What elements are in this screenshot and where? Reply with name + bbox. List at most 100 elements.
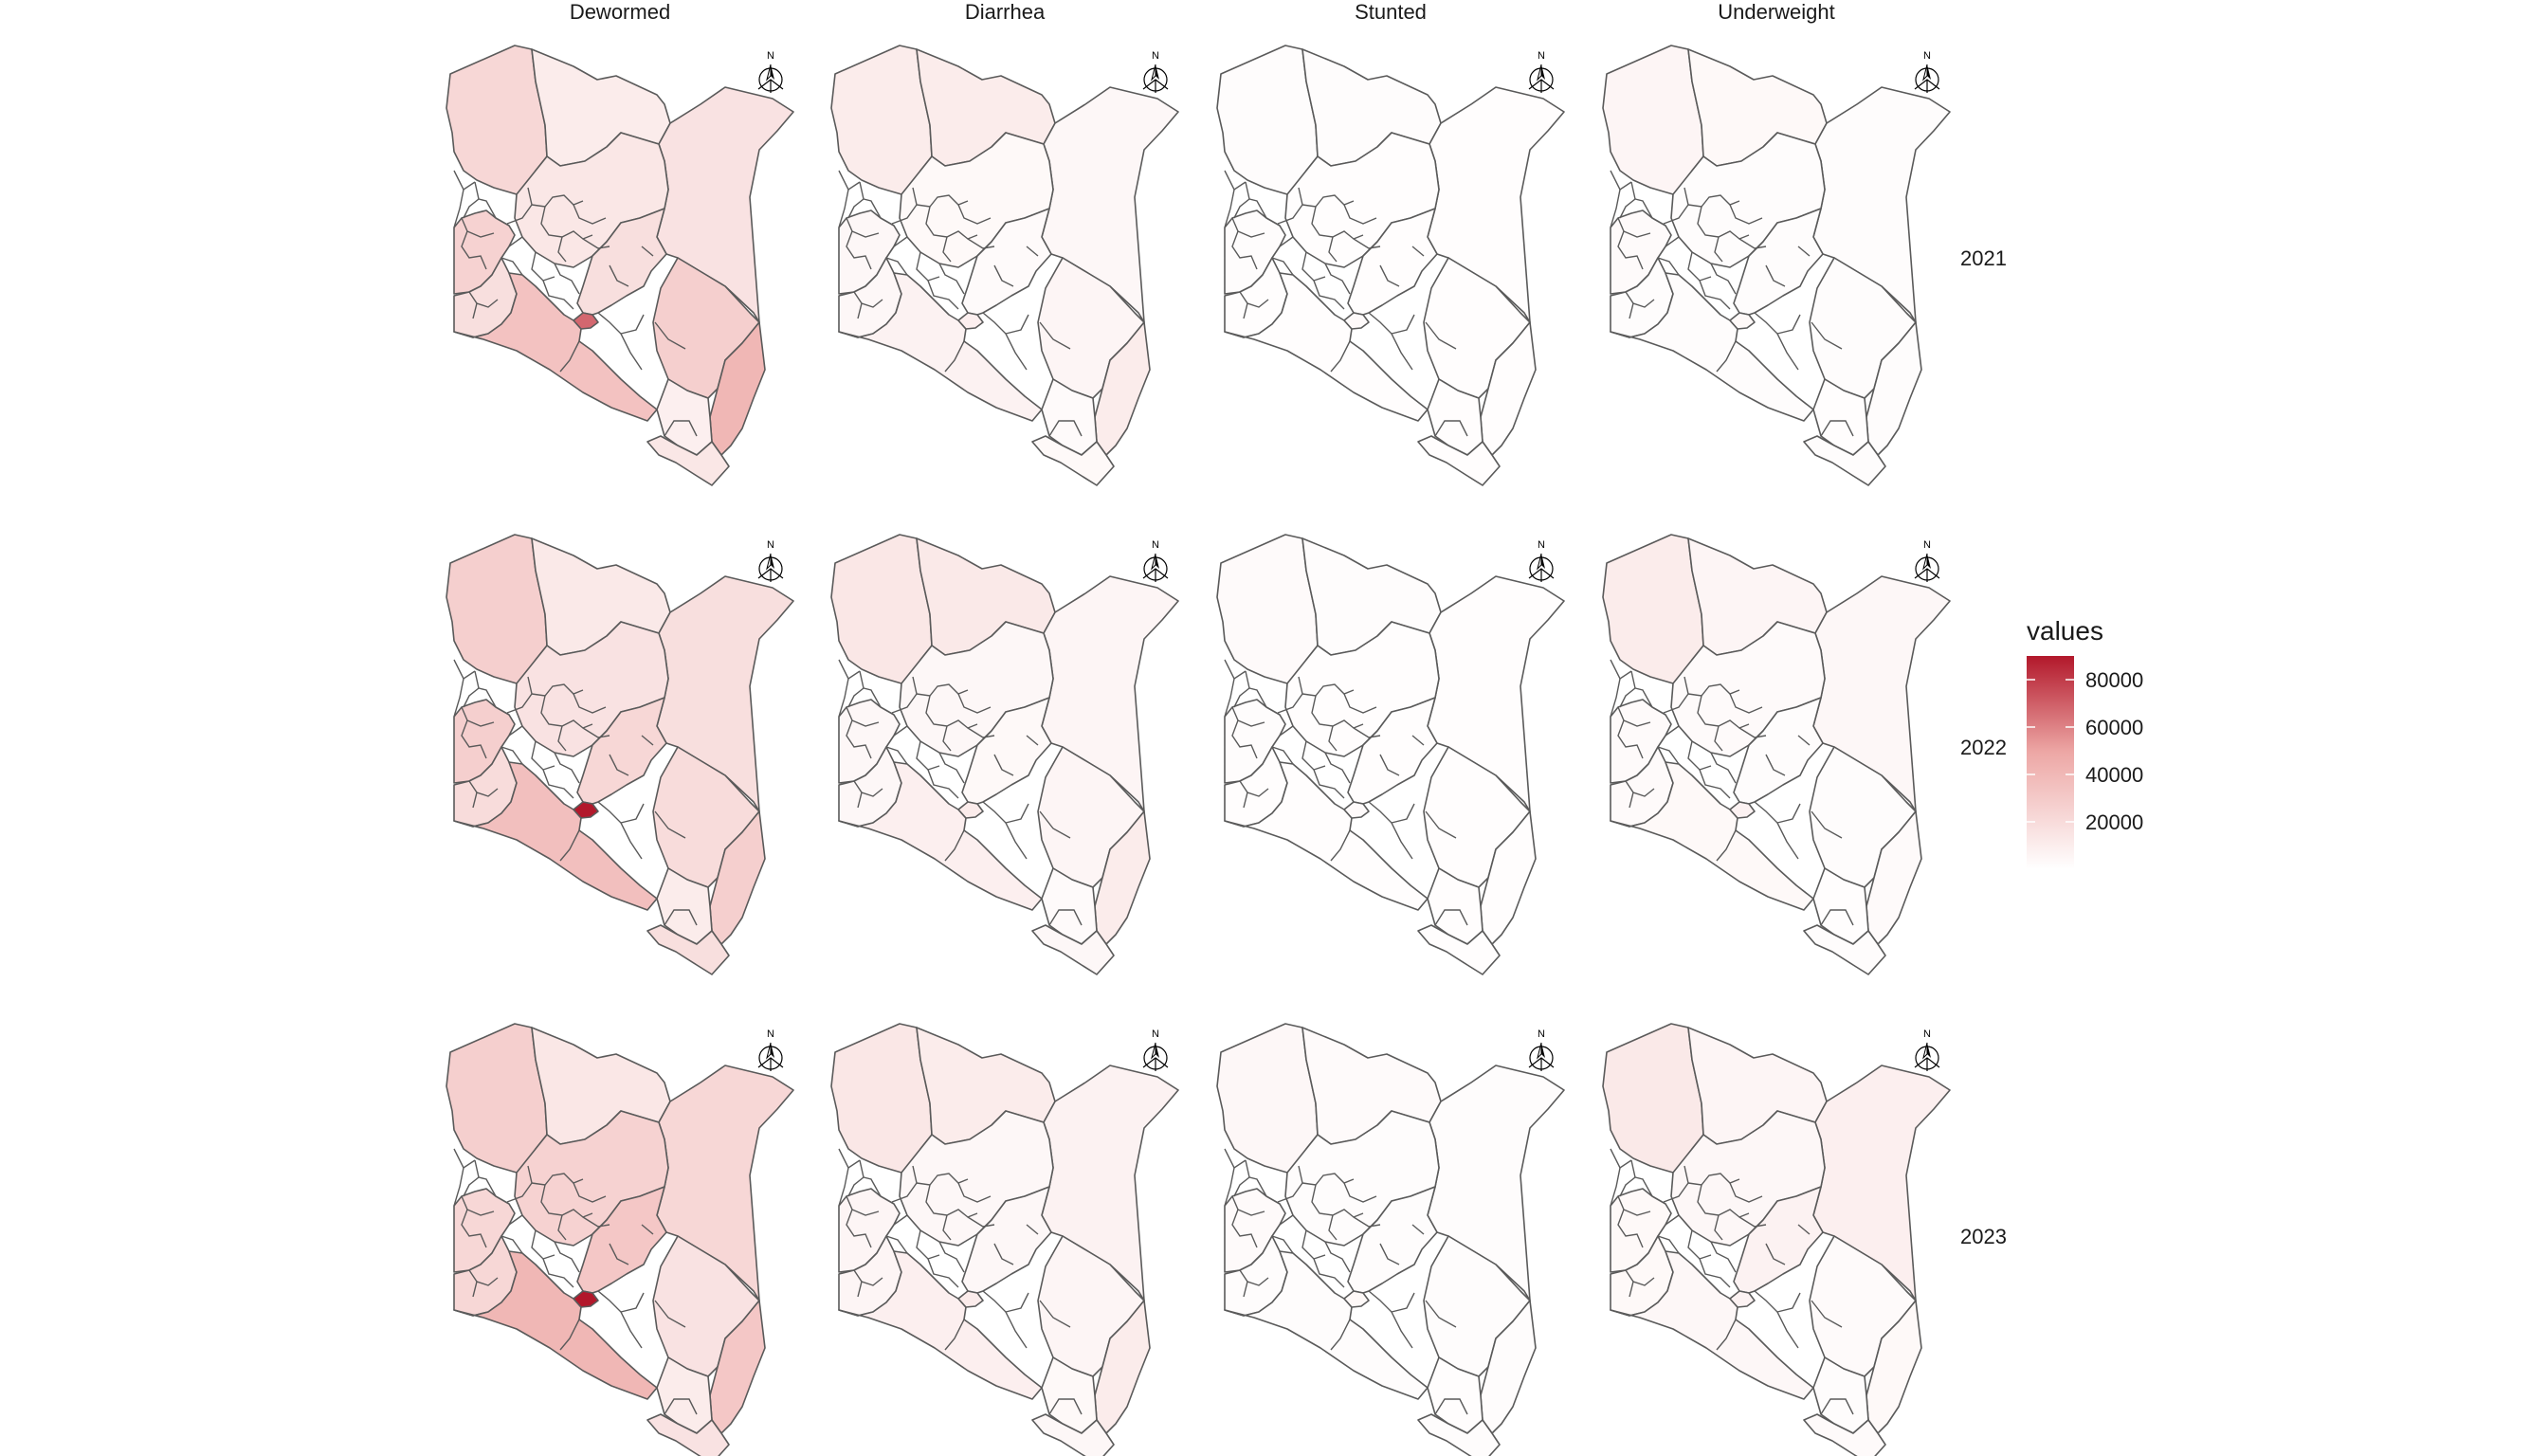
county-region-small bbox=[1417, 435, 1501, 486]
county-region-small bbox=[1803, 1413, 1886, 1456]
county-border bbox=[885, 1235, 908, 1254]
county-border bbox=[1330, 340, 1351, 373]
county-border bbox=[1699, 769, 1731, 799]
county-border bbox=[846, 217, 880, 238]
county-border bbox=[554, 752, 580, 784]
county-border bbox=[461, 217, 495, 238]
county-region-nw bbox=[830, 534, 933, 684]
county-border bbox=[641, 246, 654, 257]
map-panel-diarrhea-2022: N bbox=[830, 534, 1179, 975]
county-border bbox=[927, 1258, 959, 1288]
county-region-mid bbox=[576, 1186, 667, 1294]
county-border bbox=[1224, 189, 1235, 228]
county-region-cst bbox=[1480, 1300, 1537, 1434]
county-border bbox=[1714, 725, 1723, 752]
county-border bbox=[557, 236, 567, 263]
county-border bbox=[1313, 280, 1345, 310]
county-region-small bbox=[1803, 435, 1886, 486]
county-border bbox=[474, 670, 480, 689]
county-border bbox=[859, 670, 864, 689]
county-border bbox=[944, 829, 965, 862]
county-region-nai bbox=[1343, 1290, 1370, 1308]
county-border bbox=[453, 678, 464, 718]
county-region-mid bbox=[1347, 1186, 1438, 1294]
county-border bbox=[582, 1216, 610, 1228]
county-border bbox=[891, 1165, 918, 1203]
county-border bbox=[1301, 740, 1326, 771]
county-border bbox=[1716, 829, 1737, 862]
county-border bbox=[1765, 264, 1786, 287]
county-border bbox=[1797, 246, 1811, 257]
county-region-cst bbox=[709, 810, 766, 945]
county-border bbox=[1434, 1398, 1468, 1415]
county-border bbox=[1716, 340, 1737, 373]
county-border bbox=[1279, 236, 1294, 247]
county-border bbox=[893, 725, 908, 737]
county-border bbox=[559, 1319, 580, 1351]
county-border bbox=[1811, 810, 1843, 839]
north-label: N bbox=[1538, 1028, 1545, 1040]
legend-ticks: 80000 60000 40000 20000 bbox=[2027, 668, 2143, 834]
county-border bbox=[916, 194, 969, 208]
county-border bbox=[1434, 909, 1468, 926]
county-border bbox=[1687, 251, 1712, 282]
county-border bbox=[1324, 752, 1351, 784]
county-border bbox=[1811, 1300, 1843, 1328]
county-region-small bbox=[1417, 924, 1501, 975]
county-border bbox=[1353, 727, 1381, 738]
county-border bbox=[1776, 803, 1801, 824]
county-border bbox=[559, 340, 580, 373]
county-border bbox=[1245, 1159, 1250, 1178]
map-panel-underweight-2021: N bbox=[1602, 45, 1951, 486]
county-border bbox=[1411, 735, 1425, 746]
map-panel-diarrhea-2023: N bbox=[830, 1023, 1179, 1456]
county-border bbox=[967, 727, 995, 738]
map-panel-dewormed-2021: N bbox=[446, 45, 794, 486]
north-arrow-icon: N bbox=[1528, 539, 1555, 582]
county-border bbox=[1629, 792, 1634, 809]
north-label: N bbox=[1538, 50, 1545, 62]
county-border bbox=[1630, 1159, 1636, 1178]
county-border bbox=[1279, 1214, 1294, 1226]
county-border bbox=[957, 1182, 992, 1203]
county-border bbox=[938, 752, 965, 784]
county-border bbox=[1617, 1195, 1651, 1216]
county-border bbox=[1379, 754, 1400, 776]
north-arrow-icon: N bbox=[1142, 50, 1169, 93]
county-region-sth bbox=[1041, 1356, 1098, 1434]
county-border bbox=[1328, 725, 1338, 752]
county-border bbox=[853, 1269, 883, 1286]
county-border bbox=[1279, 725, 1294, 737]
county-border bbox=[1231, 230, 1258, 270]
county-border bbox=[573, 1182, 607, 1203]
county-region-mid bbox=[576, 697, 667, 805]
county-border bbox=[1239, 1269, 1269, 1286]
county-border bbox=[1754, 801, 1799, 860]
county-border bbox=[531, 1229, 555, 1260]
legend-tick-label: 80000 bbox=[2085, 668, 2143, 692]
county-region-sth bbox=[1812, 1356, 1869, 1434]
county-border bbox=[1005, 1292, 1029, 1313]
county-border bbox=[597, 312, 643, 371]
county-border bbox=[1663, 1165, 1689, 1203]
county-border bbox=[1391, 803, 1415, 824]
county-border bbox=[468, 780, 499, 797]
county-region-nai bbox=[1343, 801, 1370, 819]
county-border bbox=[1425, 1300, 1457, 1328]
county-region-nw bbox=[1216, 534, 1319, 684]
county-border bbox=[1617, 719, 1644, 759]
county-region-nai bbox=[957, 1290, 984, 1308]
county-region-cst bbox=[1094, 321, 1151, 456]
north-arrow-icon: N bbox=[1914, 539, 1940, 582]
color-legend: values 80000 60000 40000 20000 bbox=[2027, 616, 2143, 869]
county-border bbox=[506, 676, 533, 714]
county-border bbox=[1328, 236, 1338, 263]
county-border bbox=[1629, 1281, 1634, 1298]
north-arrow-icon: N bbox=[1142, 539, 1169, 582]
legend-color-bar bbox=[2027, 656, 2074, 869]
county-border bbox=[500, 1235, 523, 1254]
county-border bbox=[654, 321, 686, 350]
column-title-dewormed: Dewormed bbox=[570, 0, 670, 24]
county-region-nai bbox=[957, 312, 984, 330]
legend-tick-label: 40000 bbox=[2085, 763, 2143, 787]
